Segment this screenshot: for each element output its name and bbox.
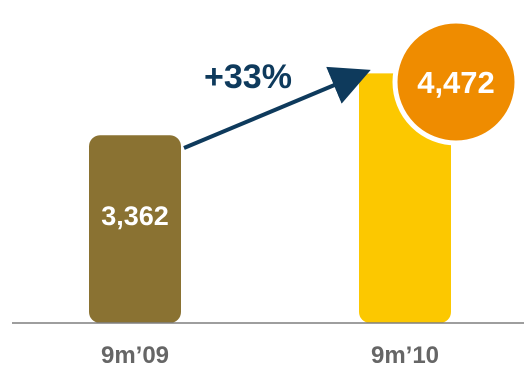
- bar-value-label-9m10: 4,472: [417, 65, 495, 100]
- growth-percentage-label: +33%: [204, 58, 292, 96]
- growth-arrow: [183, 66, 371, 150]
- category-label-9m10: 9m’10: [371, 342, 439, 369]
- value-badge: [392, 18, 520, 146]
- bar-9m09: [89, 135, 181, 323]
- category-label-9m09: 9m’09: [101, 342, 169, 369]
- bar-value-label-9m09: 3,362: [101, 201, 169, 231]
